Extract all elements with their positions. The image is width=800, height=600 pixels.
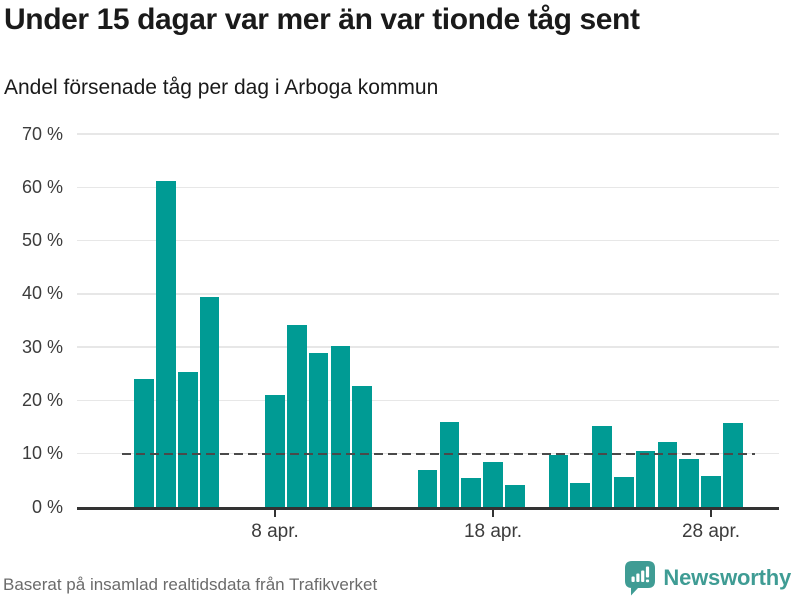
bar: [592, 426, 612, 507]
gridline: [77, 239, 779, 242]
y-axis-tick-label: 20 %: [21, 389, 63, 410]
bar: [308, 353, 329, 507]
gridline: [77, 186, 779, 189]
y-axis-tick-label: 60 %: [21, 176, 63, 197]
x-axis-tick-label: 18 apr.: [463, 521, 523, 542]
bar: [723, 423, 743, 507]
x-axis-line: [77, 507, 779, 510]
reference-line-10-percent: [122, 452, 755, 455]
bar: [287, 324, 307, 507]
x-axis-tick: [274, 509, 276, 517]
bar: [679, 458, 699, 507]
x-axis-tick-label: 28 apr.: [681, 521, 741, 542]
y-axis-tick-label: 50 %: [21, 230, 63, 251]
speech-bubble-chart-icon: [625, 561, 656, 596]
bar: [417, 470, 438, 507]
bar: [461, 478, 481, 507]
bar: [330, 345, 351, 507]
chart-subtitle: Andel försenade tåg per dag i Arboga kom…: [4, 76, 439, 99]
gridline: [77, 293, 779, 295]
bar: [352, 386, 372, 507]
gridline: [77, 346, 779, 348]
y-axis-tick-label: 30 %: [21, 336, 63, 357]
bar: [265, 395, 285, 507]
bar: [570, 483, 590, 507]
newsworthy-logo: Newsworthy: [624, 560, 791, 596]
bar: [657, 441, 678, 507]
bar: [156, 180, 176, 507]
bar: [505, 484, 525, 507]
source-note: Baserat på insamlad realtidsdata från Tr…: [3, 575, 378, 594]
bar: [483, 462, 503, 507]
y-axis-tick-label: 10 %: [21, 443, 63, 464]
bar: [178, 371, 198, 507]
bar: [548, 454, 569, 507]
bar: [134, 378, 154, 507]
y-axis-tick-label: 40 %: [21, 283, 63, 304]
brand-name: Newsworthy: [663, 565, 791, 590]
y-axis-tick-label: 0 %: [31, 496, 63, 517]
bar: [701, 476, 721, 507]
gridline: [77, 133, 779, 135]
bar: [439, 421, 460, 507]
bar: [614, 476, 634, 507]
x-axis-tick: [710, 509, 712, 517]
bar: [199, 297, 220, 507]
gridline: [77, 399, 779, 402]
x-axis-tick: [492, 509, 494, 517]
bar: [635, 451, 656, 507]
page-title: Under 15 dagar var mer än var tionde tåg…: [4, 3, 640, 36]
x-axis-tick-label: 8 apr.: [251, 521, 299, 542]
y-axis-tick-label: 70 %: [21, 123, 63, 144]
